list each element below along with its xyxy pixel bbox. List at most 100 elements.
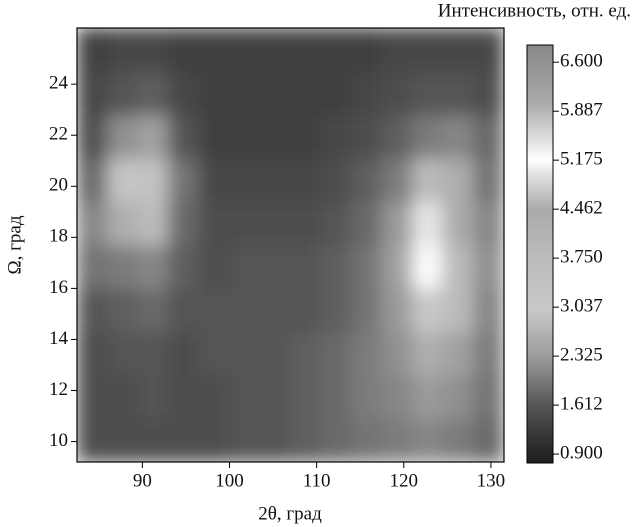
heatmap-cell	[138, 331, 170, 375]
y-tick-label: 14	[49, 328, 69, 349]
y-tick-label: 24	[49, 73, 69, 94]
heatmap-cell	[260, 245, 292, 289]
heatmap-cell	[199, 71, 231, 115]
heatmap-cell	[107, 201, 139, 245]
y-tick-label: 16	[49, 277, 68, 298]
heatmap-cell	[107, 418, 139, 462]
heatmap-cell	[321, 245, 353, 289]
colorbar-tick-label: 5.175	[560, 149, 603, 170]
heatmap-cell	[412, 201, 444, 245]
heatmap-cell	[229, 158, 261, 202]
heatmap-cell	[382, 114, 414, 158]
heatmap-cell	[443, 114, 475, 158]
colorbar-tick-label: 5.887	[560, 100, 603, 121]
x-tick-label: 130	[477, 470, 506, 491]
heatmap-cell	[412, 71, 444, 115]
heatmap-cell	[138, 158, 170, 202]
heatmap-cell	[107, 71, 139, 115]
x-tick-label: 120	[390, 470, 419, 491]
colorbar	[527, 45, 553, 463]
heatmap-cell	[321, 331, 353, 375]
heatmap-cell	[412, 28, 444, 72]
colorbar-tick-label: 6.600	[560, 51, 603, 72]
heatmap-cell	[290, 28, 322, 72]
heatmap-cell	[382, 418, 414, 462]
heatmap-cell	[260, 288, 292, 332]
heatmap-cell	[229, 201, 261, 245]
heatmap-cell	[199, 331, 231, 375]
heatmap-cell	[351, 71, 383, 115]
heatmap-cell	[351, 331, 383, 375]
heatmap-cell	[260, 201, 292, 245]
heatmap-cell	[229, 418, 261, 462]
heatmap-cell	[77, 158, 109, 202]
heatmap-cell	[443, 375, 475, 419]
heatmap-cell	[229, 245, 261, 289]
heatmap-cell	[290, 331, 322, 375]
heatmap-cell	[77, 288, 109, 332]
heatmap-cell	[107, 158, 139, 202]
heatmap-cell	[77, 375, 109, 419]
heatmap-cell	[473, 158, 505, 202]
heatmap-cell	[473, 418, 505, 462]
heatmap-cell	[138, 288, 170, 332]
y-tick-label: 18	[49, 226, 68, 247]
heatmap-cell	[199, 418, 231, 462]
heatmap-cell	[290, 114, 322, 158]
heatmap-cell	[199, 158, 231, 202]
heatmap-cell	[77, 71, 109, 115]
heatmap-cell	[260, 375, 292, 419]
heatmap-cell	[351, 114, 383, 158]
heatmap-cell	[351, 201, 383, 245]
heatmap-cell	[290, 71, 322, 115]
heatmap-cell	[473, 375, 505, 419]
heatmap-cell	[382, 158, 414, 202]
heatmap-cell	[107, 28, 139, 72]
heatmap-cell	[473, 28, 505, 72]
heatmap-cell	[260, 71, 292, 115]
colorbar-tick-label: 2.325	[560, 344, 603, 365]
heatmap-cell	[382, 331, 414, 375]
heatmap-cell	[260, 114, 292, 158]
heatmap-cell	[260, 331, 292, 375]
heatmap-cell	[199, 114, 231, 158]
heatmap-cell	[77, 114, 109, 158]
heatmap-cell	[382, 201, 414, 245]
heatmap-cell	[199, 28, 231, 72]
heatmap-cell	[168, 28, 200, 72]
heatmap-cell	[77, 331, 109, 375]
heatmap-cell	[412, 114, 444, 158]
heatmap-cell	[168, 331, 200, 375]
heatmap-cell	[138, 418, 170, 462]
heatmap-cell	[77, 28, 109, 72]
heatmap-cell	[473, 288, 505, 332]
heatmap-cell	[473, 71, 505, 115]
heatmap-cell	[382, 28, 414, 72]
heatmap-cell	[138, 375, 170, 419]
heatmap-cell	[290, 418, 322, 462]
heatmap-cell	[321, 158, 353, 202]
x-tick-label: 110	[303, 470, 331, 491]
heatmap-cell	[107, 288, 139, 332]
heatmap-cell	[290, 201, 322, 245]
heatmap-cell	[473, 331, 505, 375]
heatmap-cell	[412, 245, 444, 289]
heatmap-cell	[321, 375, 353, 419]
heatmap-cell	[382, 375, 414, 419]
heatmap-cell	[321, 71, 353, 115]
heatmap-cell	[229, 331, 261, 375]
heatmap-cell	[199, 288, 231, 332]
y-tick-label: 10	[49, 430, 68, 451]
heatmap-cell	[351, 28, 383, 72]
x-tick-label: 90	[133, 470, 152, 491]
heatmap-cell	[351, 158, 383, 202]
heatmap-cell	[168, 245, 200, 289]
heatmap-cell	[321, 288, 353, 332]
heatmap-cell	[290, 375, 322, 419]
heatmap-cell	[77, 418, 109, 462]
heatmap-cell	[412, 331, 444, 375]
heatmap-cell	[412, 418, 444, 462]
colorbar-tick-label: 3.037	[560, 296, 603, 317]
heatmap-cell	[199, 375, 231, 419]
heatmap-cell	[382, 288, 414, 332]
